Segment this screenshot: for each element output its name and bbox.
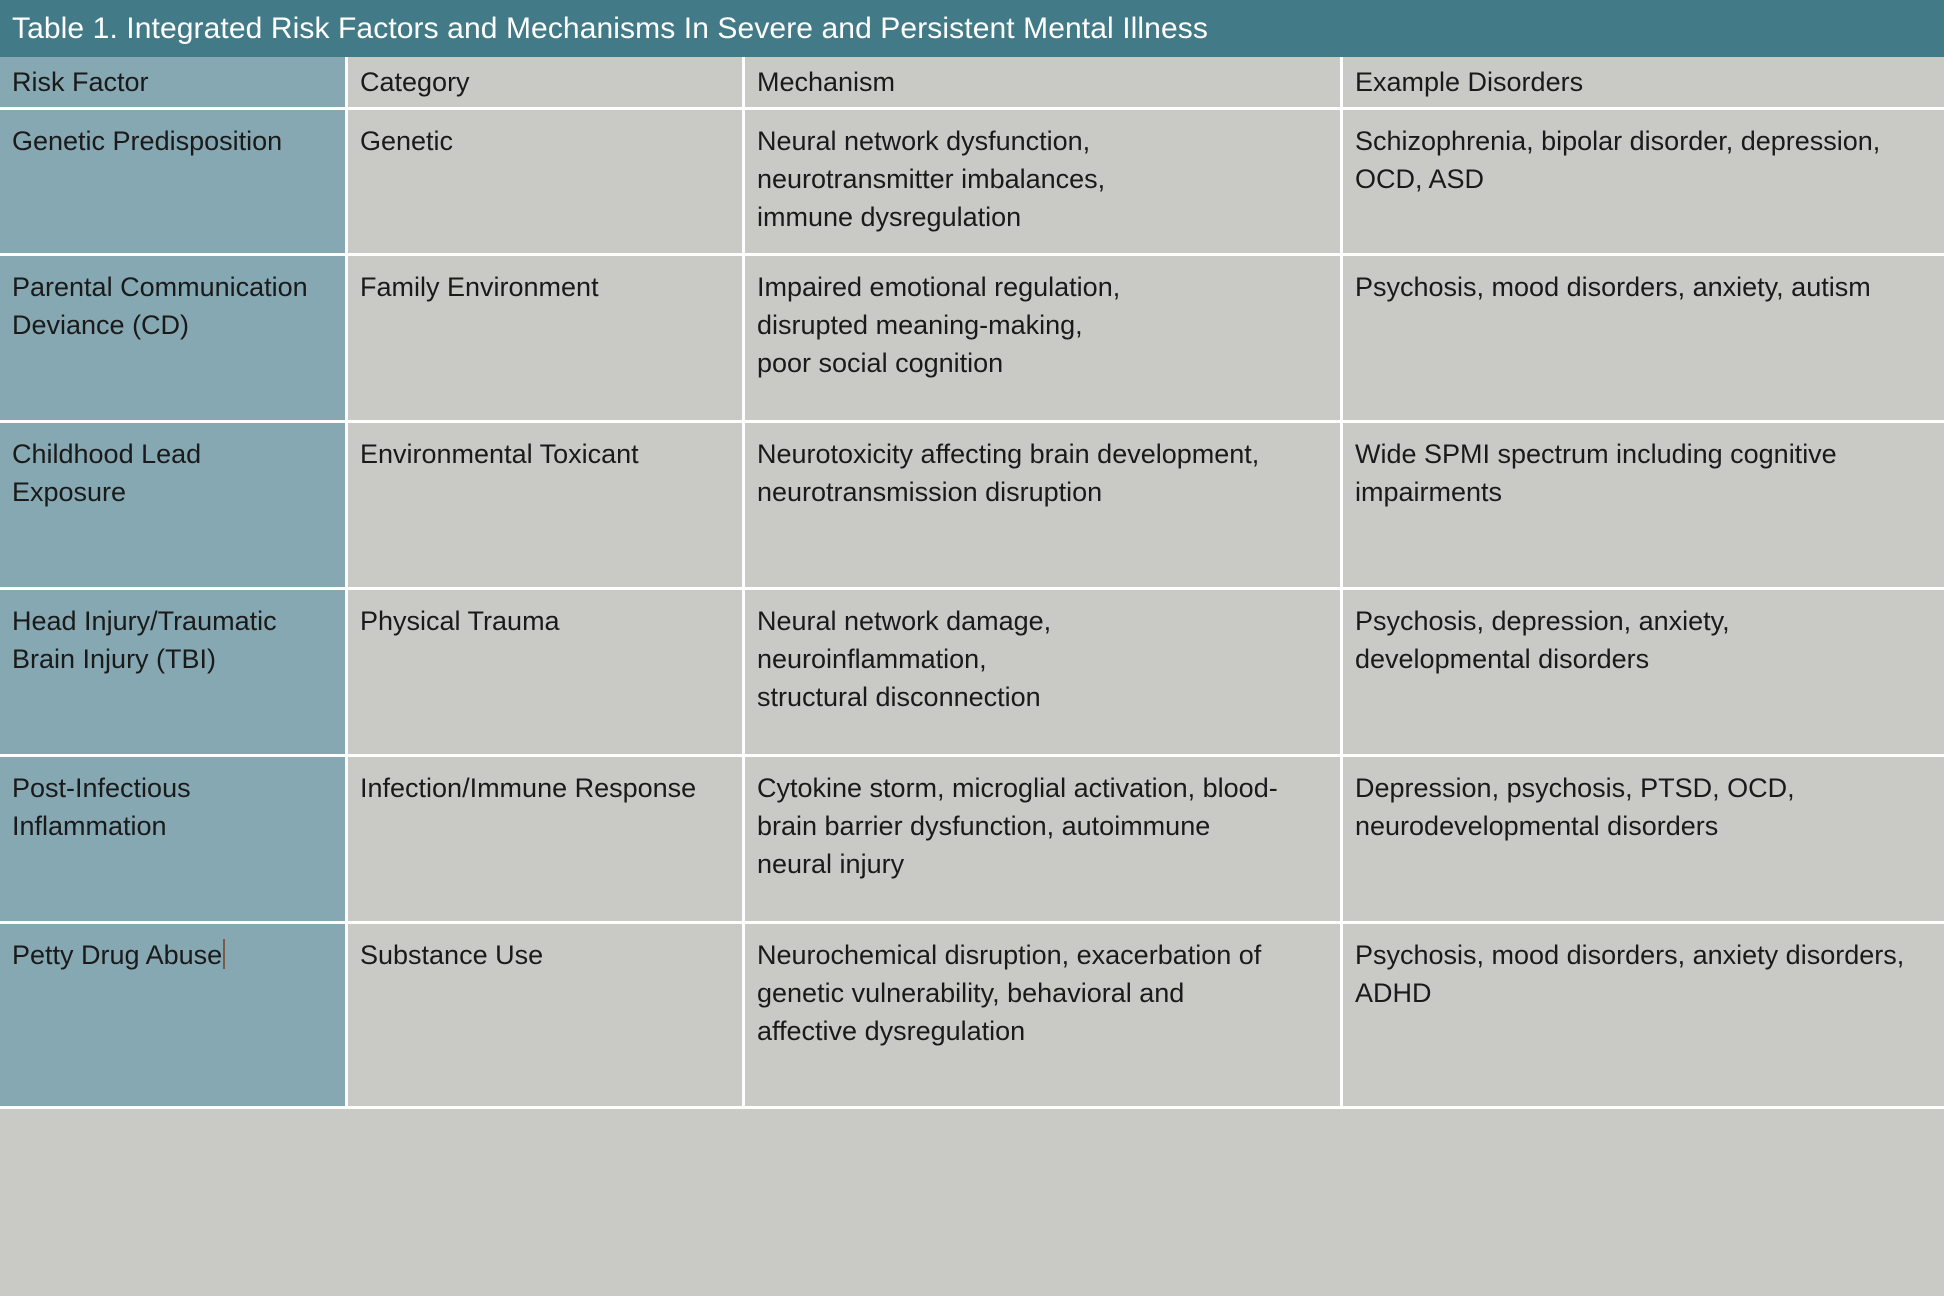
table-row: Petty Drug Abuse Substance Use Neurochem…: [0, 924, 1944, 1109]
table-row: Parental Communication Deviance (CD) Fam…: [0, 256, 1944, 423]
table-row: Post-Infectious Inflammation Infection/I…: [0, 757, 1944, 924]
table-title-bar: Table 1. Integrated Risk Factors and Mec…: [0, 0, 1944, 57]
cell-risk-factor[interactable]: Post-Infectious Inflammation: [0, 757, 348, 924]
table-header-row: Risk Factor Category Mechanism Example D…: [0, 57, 1944, 110]
page-title: Table 1. Integrated Risk Factors and Mec…: [12, 11, 1208, 45]
cell-risk-factor[interactable]: Childhood Lead Exposure: [0, 423, 348, 590]
cell-mechanism[interactable]: Neural network damage, neuroinflammation…: [745, 590, 1343, 757]
risk-factors-table: Risk Factor Category Mechanism Example D…: [0, 57, 1944, 1109]
cell-category[interactable]: Environmental Toxicant: [348, 423, 745, 590]
text-caret: [223, 939, 226, 969]
cell-category[interactable]: Genetic: [348, 110, 745, 256]
cell-mechanism[interactable]: Neural network dysfunction, neurotransmi…: [745, 110, 1343, 256]
cell-example-disorders[interactable]: Depression, psychosis, PTSD, OCD, neurod…: [1343, 757, 1944, 924]
cell-example-disorders[interactable]: Psychosis, mood disorders, anxiety disor…: [1343, 924, 1944, 1109]
cell-mechanism[interactable]: Neurochemical disruption, exacerbation o…: [745, 924, 1343, 1109]
cell-example-disorders[interactable]: Wide SPMI spectrum including cognitive i…: [1343, 423, 1944, 590]
table-row: Genetic Predisposition Genetic Neural ne…: [0, 110, 1944, 256]
cell-risk-factor[interactable]: Head Injury/Traumatic Brain Injury (TBI): [0, 590, 348, 757]
cell-category[interactable]: Substance Use: [348, 924, 745, 1109]
cell-mechanism[interactable]: Cytokine storm, microglial activation, b…: [745, 757, 1343, 924]
column-header-example-disorders[interactable]: Example Disorders: [1343, 57, 1944, 110]
cell-category[interactable]: Infection/Immune Response: [348, 757, 745, 924]
table-row: Childhood Lead Exposure Environmental To…: [0, 423, 1944, 590]
cell-category[interactable]: Physical Trauma: [348, 590, 745, 757]
cell-example-disorders[interactable]: Psychosis, depression, anxiety, developm…: [1343, 590, 1944, 757]
cell-category[interactable]: Family Environment: [348, 256, 745, 423]
cell-mechanism[interactable]: Impaired emotional regulation, disrupted…: [745, 256, 1343, 423]
cell-risk-factor[interactable]: Genetic Predisposition: [0, 110, 348, 256]
table-body: Genetic Predisposition Genetic Neural ne…: [0, 110, 1944, 1109]
cell-mechanism[interactable]: Neurotoxicity affecting brain developmen…: [745, 423, 1343, 590]
cell-risk-factor-text: Petty Drug Abuse: [12, 940, 223, 970]
cell-risk-factor-active[interactable]: Petty Drug Abuse: [0, 924, 348, 1109]
table-row: Head Injury/Traumatic Brain Injury (TBI)…: [0, 590, 1944, 757]
cell-risk-factor[interactable]: Parental Communication Deviance (CD): [0, 256, 348, 423]
column-header-mechanism[interactable]: Mechanism: [745, 57, 1343, 110]
cell-example-disorders[interactable]: Psychosis, mood disorders, anxiety, auti…: [1343, 256, 1944, 423]
cell-example-disorders[interactable]: Schizophrenia, bipolar disorder, depress…: [1343, 110, 1944, 256]
column-header-category[interactable]: Category: [348, 57, 745, 110]
column-header-risk-factor[interactable]: Risk Factor: [0, 57, 348, 110]
